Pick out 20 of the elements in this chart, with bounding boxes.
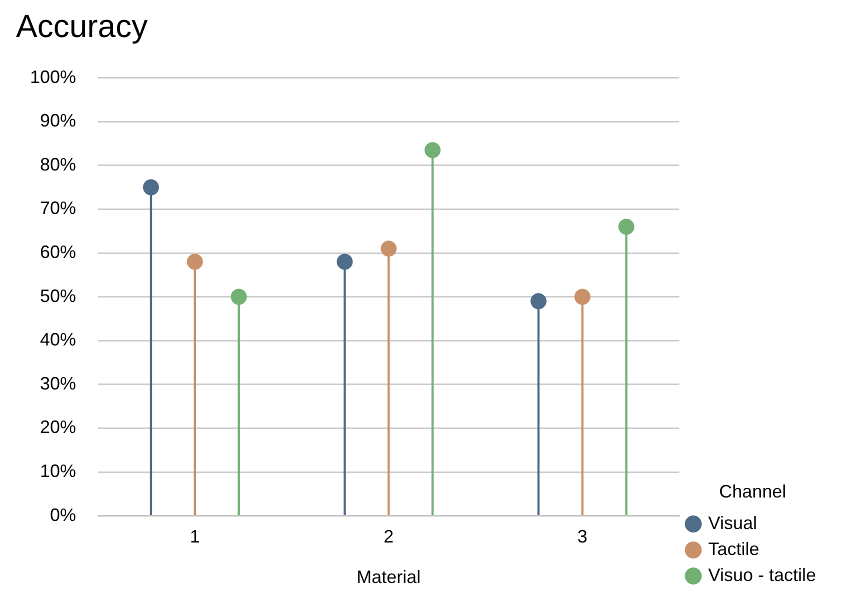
y-tick-label: 70%: [40, 198, 76, 218]
legend-label: Visual: [708, 512, 757, 533]
y-tick-label: 100%: [30, 66, 76, 87]
legend-label: Tactile: [708, 538, 760, 559]
x-tick-label: 2: [384, 526, 394, 547]
y-tick-label: 50%: [40, 286, 76, 306]
y-tick-label: 80%: [40, 154, 76, 174]
y-tick-label: 90%: [40, 110, 76, 131]
x-axis-title: Material: [356, 567, 421, 588]
chart-title: Accuracy: [16, 8, 149, 45]
y-tick-label: 20%: [40, 417, 76, 438]
y-tick-label: 0%: [50, 504, 76, 525]
legend-title: Channel: [719, 481, 786, 502]
y-tick-label: 60%: [40, 242, 76, 262]
y-tick-label: 10%: [40, 460, 76, 481]
y-tick-label: 40%: [40, 330, 76, 350]
x-tick-label: 3: [577, 526, 588, 547]
y-tick-label: 30%: [40, 373, 76, 394]
legend-label: Visuo - tactile: [708, 564, 816, 585]
x-tick-label: 1: [190, 526, 200, 547]
